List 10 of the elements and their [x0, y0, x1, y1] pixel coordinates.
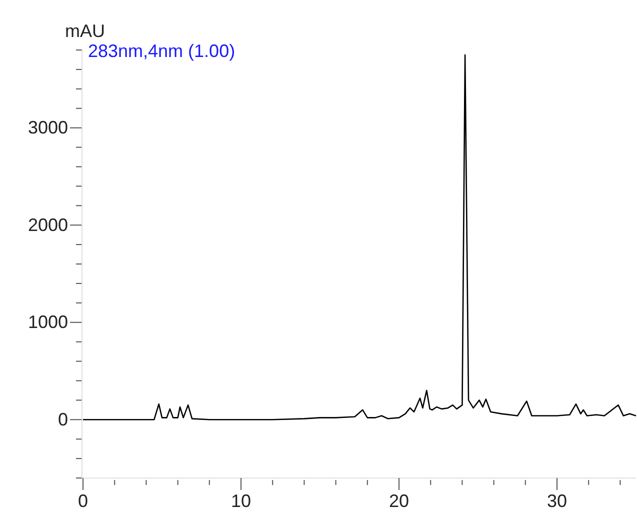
y-tick-label: 1000	[28, 312, 68, 332]
x-tick-label: 10	[230, 490, 252, 511]
x-tick-label: 20	[388, 490, 410, 511]
y-tick-label: 2000	[28, 214, 68, 235]
annotation: 283nm,4nm (1.00)	[88, 41, 236, 61]
x-tick-label: 0	[78, 490, 88, 511]
x-tick-label: 30	[546, 490, 568, 511]
y-tick-label: 3000	[28, 118, 68, 138]
y-tick-label: 0	[58, 409, 68, 430]
y-axis-title: mAU	[65, 21, 105, 41]
